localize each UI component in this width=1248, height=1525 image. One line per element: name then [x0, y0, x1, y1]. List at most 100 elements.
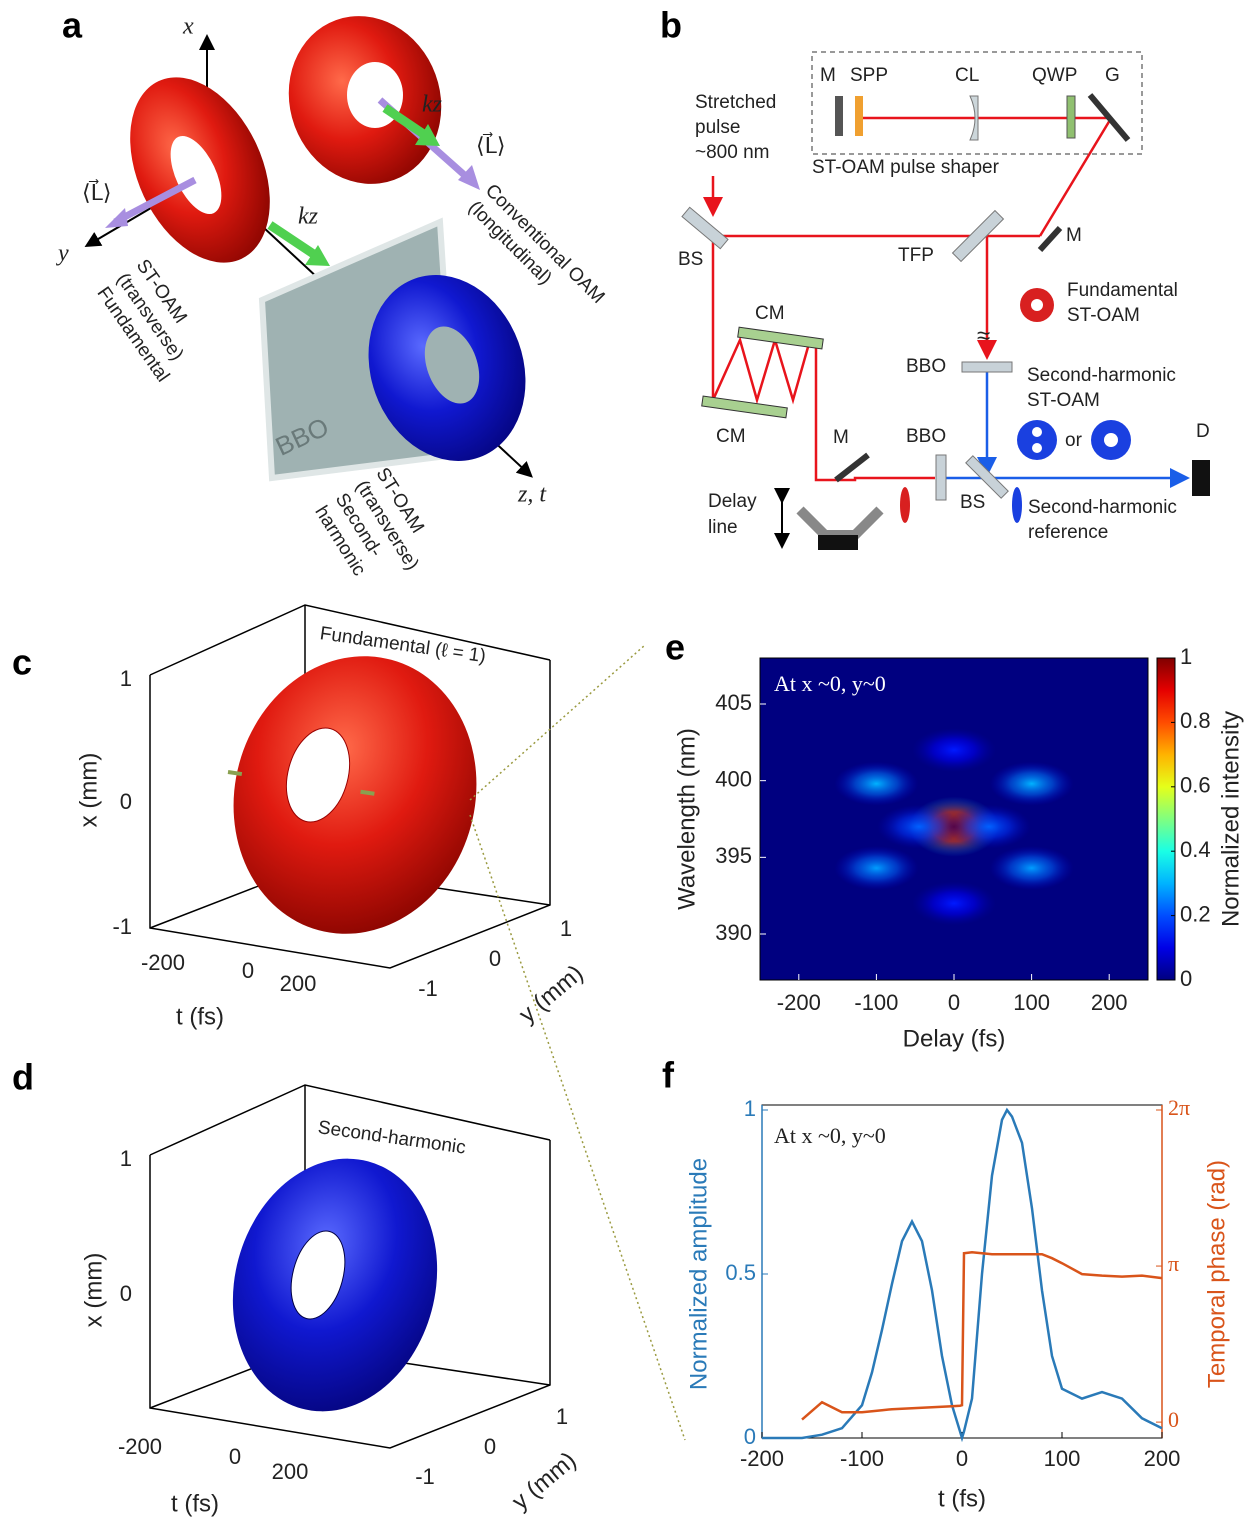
caption: Second-harmonic	[1027, 365, 1176, 386]
panel-label: b	[660, 5, 682, 46]
panel-label: e	[665, 627, 685, 668]
optic-label: G	[1105, 65, 1120, 86]
axis-label: y	[56, 241, 69, 267]
panel-b: b Stretched pulse ~800 nm M SPP CL QWP G…	[660, 5, 1210, 550]
axis-label: x (mm)	[75, 753, 102, 828]
x-tick-label: 0	[956, 1446, 968, 1471]
symbol: ⟨L⃗⟩	[82, 179, 111, 205]
symbol: kz	[422, 92, 443, 118]
colorbar-tick-label: 0.6	[1180, 773, 1211, 798]
tick-label: 0	[120, 789, 132, 814]
intensity-spot	[990, 846, 1074, 890]
y-tick-label: 390	[715, 920, 752, 945]
torus	[203, 629, 507, 962]
y2-tick-label: 0	[1168, 1407, 1179, 1432]
optic-label: D	[1196, 421, 1210, 442]
x-tick-label: -100	[854, 990, 898, 1015]
intensity-spot	[834, 762, 918, 806]
x-tick-label: -100	[840, 1446, 884, 1471]
panel-label: a	[62, 5, 83, 46]
optic-label: CM	[716, 426, 746, 447]
panel-title: Second-harmonic	[317, 1117, 467, 1159]
x-tick-label: 100	[1044, 1446, 1081, 1471]
tick-label: -1	[418, 976, 438, 1001]
tick-label: 0	[120, 1281, 132, 1306]
caption: ST-OAM	[1027, 390, 1100, 411]
panel-label: c	[12, 642, 32, 683]
symbol: kz	[298, 204, 319, 230]
panel-label: d	[12, 1057, 34, 1098]
colorbar-tick-label: 0.8	[1180, 708, 1211, 733]
caption: reference	[1028, 522, 1108, 543]
caption: Fundamental	[1067, 280, 1178, 301]
y2-tick-label: 2π	[1168, 1095, 1190, 1120]
symbol: ≈	[977, 322, 990, 349]
y-tick-label: 395	[715, 843, 752, 868]
y2-tick-label: π	[1168, 1251, 1179, 1276]
colorbar	[1157, 658, 1175, 980]
optic-label: BS	[678, 249, 703, 270]
caption: Second-harmonic	[1028, 497, 1177, 518]
y-tick-label: 0.5	[725, 1260, 756, 1285]
tick-label: 1	[556, 1404, 568, 1429]
axis-label: t (fs)	[176, 1003, 224, 1030]
x-tick-label: 0	[948, 990, 960, 1015]
axis-label: y (mm)	[514, 960, 589, 1029]
tick-label: -1	[112, 914, 132, 939]
colorbar-tick-label: 0.2	[1180, 901, 1211, 926]
y-tick-label: 405	[715, 690, 752, 715]
y-axis-label: Wavelength (nm)	[673, 728, 700, 910]
tick-label: 0	[229, 1444, 241, 1469]
symbol: ⟨L⃗⟩	[476, 132, 505, 158]
panel-a: a x y z, t ⟨L⃗⟩ ⟨L⃗⟩ kz kz ST-OAM (trans…	[56, 0, 609, 599]
tick-label: 0	[489, 946, 501, 971]
optic-label: BBO	[906, 356, 946, 377]
x-axis-label: t (fs)	[938, 1485, 986, 1512]
tick-label: 0	[484, 1434, 496, 1459]
colorbar-tick-label: 0	[1180, 966, 1192, 991]
optic-label: M	[833, 427, 849, 448]
tick-label: 1	[560, 916, 572, 941]
caption: pulse	[695, 117, 740, 138]
optic-label: CM	[755, 303, 785, 324]
x-tick-label: -200	[777, 990, 821, 1015]
intensity-spot	[990, 762, 1074, 806]
x-tick-label: 100	[1013, 990, 1050, 1015]
panel-d: d Second-harmonic x (mm) 1 0 -200 0 200 …	[12, 1057, 582, 1518]
annotation: At x ~0, y~0	[774, 671, 886, 696]
arrow-head	[105, 208, 128, 228]
tick-label: -1	[415, 1464, 435, 1489]
panel-c: c Fundamental (ℓ = 1) x (mm) 1 0 -1 -200…	[12, 605, 589, 1030]
optic-label: M	[820, 65, 836, 86]
caption: ST-OAM	[1067, 305, 1140, 326]
y-tick-label: 1	[744, 1096, 756, 1121]
axis-label: y (mm)	[507, 1447, 582, 1516]
optic-label: SPP	[850, 65, 888, 86]
y-tick-label: 400	[715, 766, 752, 791]
caption: or	[1065, 430, 1083, 451]
zoom-line	[470, 645, 645, 800]
tick-label: 1	[120, 1146, 132, 1171]
colorbar-tick-label: 1	[1180, 644, 1192, 669]
intensity-spot	[834, 846, 918, 890]
panel-label: f	[662, 1055, 675, 1096]
optic-label: M	[1066, 225, 1082, 246]
y-axis-label: Normalized amplitude	[685, 1158, 712, 1390]
axis-label: t (fs)	[171, 1490, 219, 1517]
y-tick-label: 0	[744, 1424, 756, 1449]
x-tick-label: 200	[1091, 990, 1128, 1015]
x-tick-label: -200	[740, 1446, 784, 1471]
tick-label: 1	[120, 666, 132, 691]
tick-label: 200	[280, 971, 317, 996]
optic-label: TFP	[898, 245, 934, 266]
colorbar-tick-label: 0.4	[1180, 837, 1211, 862]
axis-label: x (mm)	[80, 1253, 107, 1328]
tick-label: 0	[242, 958, 254, 983]
intensity-spot	[912, 728, 996, 772]
annotation: At x ~0, y~0	[774, 1123, 886, 1148]
axis-label: z, t	[517, 482, 547, 508]
optic-label: QWP	[1032, 65, 1077, 86]
caption: ST-OAM pulse shaper	[812, 157, 1000, 178]
optic-label: BS	[960, 492, 985, 513]
